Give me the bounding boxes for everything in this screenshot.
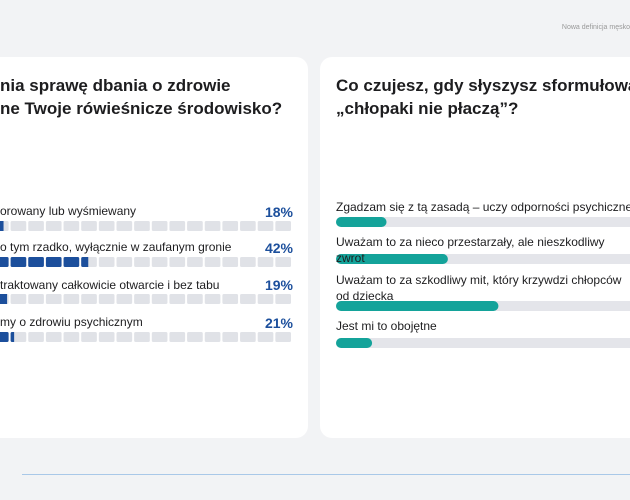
bar-track-segment xyxy=(169,221,186,231)
chart-title: nia sprawę dbania o zdrowie xyxy=(0,76,231,95)
bar-track-segment xyxy=(45,294,62,304)
bar-track-segment xyxy=(222,221,239,231)
bar-track-segment xyxy=(81,221,97,231)
bar-track-segment xyxy=(10,294,27,304)
bar-track-segment xyxy=(204,332,221,342)
chart-title: ne Twoje rówieśnicze środowisko? xyxy=(0,99,283,118)
bar-track-segment xyxy=(204,294,221,304)
bar-track-segment xyxy=(187,332,203,342)
bar-track-segment xyxy=(28,332,44,342)
bar-track-segment xyxy=(81,332,97,342)
right-card xyxy=(320,57,630,438)
bar-track-segment xyxy=(169,332,186,342)
bar-track-segment xyxy=(240,332,256,342)
bar-track-segment xyxy=(116,332,133,342)
bar-track-segment xyxy=(116,257,133,267)
bar-track-segment xyxy=(63,294,80,304)
bar-track-segment xyxy=(257,294,274,304)
bar xyxy=(336,338,373,348)
bar-track-segment xyxy=(45,332,62,342)
bar-track-segment xyxy=(240,294,256,304)
bar-track-segment xyxy=(151,221,168,231)
bar-track-segment xyxy=(28,294,44,304)
category-label: Jest mi to obojętne xyxy=(336,319,437,333)
bar xyxy=(336,254,448,264)
header-text: Nowa definicja męsko xyxy=(561,24,630,31)
category-label: orowany lub wyśmiewany xyxy=(0,204,137,218)
bar-track-segment xyxy=(98,294,115,304)
bar-track-segment xyxy=(116,294,133,304)
bar-track-segment xyxy=(134,257,150,267)
bar-track-segment xyxy=(275,294,291,304)
bar xyxy=(0,294,8,304)
bar-track-segment xyxy=(116,221,133,231)
category-label: Uważam to za nieco przestarzały, ale nie… xyxy=(336,235,605,265)
value-label: 42% xyxy=(264,240,293,256)
category-label: o tym rzadko, wyłącznie w zaufanym groni… xyxy=(0,240,232,254)
category-label: my o zdrowiu psychicznym xyxy=(0,315,143,329)
bar xyxy=(336,217,387,227)
bar-track-segment xyxy=(169,294,186,304)
chart-title: Co czujesz, gdy słyszysz sformułowa xyxy=(336,76,630,95)
left-card xyxy=(0,57,308,438)
bar-track-segment xyxy=(169,257,186,267)
bar xyxy=(336,301,499,311)
bar-track xyxy=(336,338,630,348)
bar-track-segment xyxy=(151,294,168,304)
bar-track-segment xyxy=(257,221,274,231)
bar-track-segment xyxy=(98,257,115,267)
bar-track-segment xyxy=(240,257,256,267)
bar-track-segment xyxy=(98,332,115,342)
bar-track-segment xyxy=(204,221,221,231)
bar xyxy=(0,332,15,342)
chart-title: „chłopaki nie płaczą”? xyxy=(336,99,519,118)
value-label: 18% xyxy=(264,204,293,220)
bar-track-segment xyxy=(187,294,203,304)
bar-track-segment xyxy=(63,221,80,231)
bar-track-segment xyxy=(151,332,168,342)
bar-track-segment xyxy=(151,257,168,267)
bar-track-segment xyxy=(134,221,150,231)
category-label: Uważam to za szkodliwy mit, który krzywd… xyxy=(336,273,622,303)
bar-track-segment xyxy=(134,294,150,304)
footer-line xyxy=(22,474,630,475)
bar-track-segment xyxy=(28,221,44,231)
value-label: 21% xyxy=(264,315,293,331)
bar-track-segment xyxy=(204,257,221,267)
bar-track-segment xyxy=(134,332,150,342)
category-label: traktowany całkowicie otwarcie i bez tab… xyxy=(0,278,220,292)
bar-track-segment xyxy=(257,257,274,267)
bar-track-segment xyxy=(222,257,239,267)
bar-track-segment xyxy=(81,294,97,304)
bar-track-segment xyxy=(10,332,27,342)
value-label: 19% xyxy=(264,277,293,293)
bar-track xyxy=(336,217,630,227)
bar-track-segment xyxy=(45,221,62,231)
bar xyxy=(0,221,4,231)
bar-track-segment xyxy=(10,221,27,231)
bar-track-segment xyxy=(98,221,115,231)
bar-track-segment xyxy=(187,221,203,231)
bar xyxy=(0,257,89,267)
bar-track-segment xyxy=(275,221,291,231)
bar-track-segment xyxy=(63,332,80,342)
bar-track-segment xyxy=(222,294,239,304)
bar-track-segment xyxy=(240,221,256,231)
category-label: Zgadzam się z tą zasadą – uczy odpornośc… xyxy=(336,200,630,214)
bar-track-segment xyxy=(222,332,239,342)
bar-track-segment xyxy=(187,257,203,267)
bar-track-segment xyxy=(275,257,291,267)
bar-track-segment xyxy=(257,332,274,342)
bar-track-segment xyxy=(275,332,291,342)
